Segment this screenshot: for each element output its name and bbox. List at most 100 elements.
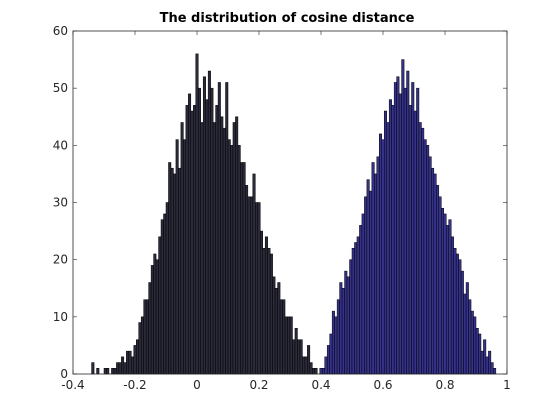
histogram-bar-series-1 [145,299,149,375]
histogram-bar-series-1 [274,288,278,375]
histogram-bar-series-1 [106,368,110,375]
histogram-bar-series-2 [473,316,477,375]
histogram-bar-series-2 [426,145,430,375]
histogram-bar-series-2 [421,127,425,375]
histogram-bar-series-1 [252,173,256,375]
histogram-bar-series-1 [230,145,234,375]
histogram-bar-series-1 [128,350,132,375]
histogram-bar-series-1 [111,368,115,375]
histogram-bar-series-2 [413,110,417,375]
histogram-bar-series-2 [445,225,449,375]
histogram-bar-series-2 [393,82,397,375]
histogram-bar-series-1 [175,139,179,375]
histogram-bar-series-2 [453,247,457,375]
histogram-bar-series-1 [205,99,209,375]
histogram-bar-series-1 [299,339,303,375]
histogram-bar-series-1 [250,196,254,375]
histogram-bar-series-2 [475,328,479,375]
histogram-bar-series-1 [183,139,187,375]
histogram-bar-series-1 [282,299,286,375]
y-tick-label: 30 [53,196,68,210]
histogram-bar-series-1 [232,122,236,375]
histogram-bar-series-1 [294,328,298,375]
histogram-bar-series-2 [443,213,447,375]
histogram-bar-series-1 [210,87,214,375]
histogram-bar-series-2 [441,207,445,375]
histogram-bar-series-2 [376,156,380,375]
histogram-bar-series-2 [483,339,487,375]
histogram-bar-series-2 [490,362,494,375]
histogram-bar-series-1 [160,219,164,375]
histogram-bar-series-1 [138,322,142,375]
histogram-bar-series-2 [326,345,330,375]
histogram-bar-series-2 [411,82,415,375]
histogram-bar-series-2 [428,156,432,375]
histogram-bar-series-1 [312,368,316,375]
histogram-bar-series-1 [113,368,117,375]
histogram-bar-series-2 [455,253,459,375]
x-tick-label: 0.2 [249,378,268,392]
histogram-bar-series-1 [165,202,169,375]
histogram-bar-series-1 [121,356,125,375]
histogram-bar-series-1 [245,185,249,375]
histogram-bar-series-1 [314,368,318,375]
histogram-bar-series-2 [364,196,368,375]
histogram-bar-series-1 [309,362,313,375]
histogram-bar-series-1 [247,196,251,375]
histogram-bar-series-1 [168,162,172,375]
x-tick-label: -0.2 [123,378,146,392]
histogram-bar-series-1 [131,356,135,375]
x-axis: -0.4 -0.2 0 0.2 0.4 0.6 0.8 1 [61,31,511,392]
histogram-bar-series-1 [227,139,231,375]
histogram-bar-series-2 [488,350,492,375]
histogram-bar-series-1 [242,162,246,375]
histogram-bar-series-1 [185,105,189,375]
histogram-bar-series-2 [344,270,348,375]
histogram-bar-series-1 [255,202,259,375]
histogram-bar-series-2 [448,219,452,375]
y-tick-label: 10 [53,310,68,324]
histogram-bar-series-2 [371,162,375,375]
histogram-bar-series-1 [207,70,211,375]
histogram-bar-series-2 [408,105,412,375]
histogram-bar-series-2 [349,259,353,375]
y-axis: 0 10 20 30 40 50 60 [53,24,507,381]
histogram-bar-series-2 [433,173,437,375]
histogram-bar-series-2 [374,173,378,375]
histogram-bar-series-1 [284,316,288,375]
histogram-bar-series-2 [436,185,440,375]
histogram-bar-series-1 [170,167,174,375]
histogram-bar-series-1 [202,76,206,375]
histogram-bar-series-1 [264,236,268,375]
histogram-bar-series-2 [341,288,345,375]
histogram-bar-series-1 [287,316,291,375]
histogram-bar-series-1 [279,299,283,375]
histogram-bar-series-1 [212,122,216,375]
histogram-bar-series-1 [197,87,201,375]
histogram-bar-series-2 [431,167,435,375]
y-tick-label: 40 [53,138,68,152]
histogram-bar-series-1 [262,247,266,375]
histogram-bar-series-2 [351,247,355,375]
histogram-bar-series-1 [267,247,271,375]
histogram-bar-series-2 [359,225,363,375]
histogram-bar-series-1 [126,350,130,375]
histogram-bar-series-1 [220,116,224,375]
x-tick-label: 0.6 [373,378,392,392]
histogram-bar-series-1 [257,202,261,375]
histogram-bar-series-1 [277,282,281,375]
histogram-bar-series-1 [304,356,308,375]
x-tick-label: -0.4 [61,378,84,392]
histogram-bar-series-2 [465,282,469,375]
histogram-bar-series-1 [217,82,221,375]
histogram-bar-series-2 [336,299,340,375]
histogram-bar-series-1 [235,116,239,375]
histogram-bar-series-1 [237,145,241,375]
histogram-bar-series-2 [329,333,333,375]
y-tick-label: 60 [53,24,68,38]
histogram-bar-series-2 [401,59,405,375]
histogram-bar-series-2 [480,350,484,375]
histogram-bar-series-2 [381,139,385,375]
histogram-bar-series-2 [406,70,410,375]
